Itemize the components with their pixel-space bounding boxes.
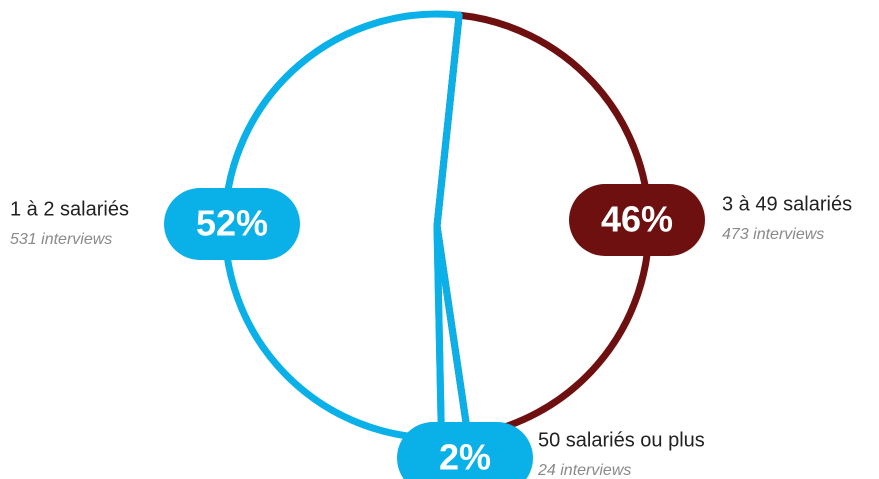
value-pill bbox=[569, 184, 705, 256]
interviews-label: 531 interviews bbox=[10, 231, 112, 248]
value-pill bbox=[397, 422, 533, 479]
interviews-label: 24 interviews bbox=[537, 462, 631, 479]
value-label: 2% bbox=[439, 437, 491, 478]
value-pill bbox=[164, 188, 300, 260]
value-label: 52% bbox=[196, 203, 268, 244]
category-label: 1 à 2 salariés bbox=[10, 198, 129, 220]
category-label: 3 à 49 salariés bbox=[722, 193, 852, 215]
interviews-label: 473 interviews bbox=[722, 226, 824, 243]
value-label: 46% bbox=[601, 199, 673, 240]
category-label: 50 salariés ou plus bbox=[538, 429, 705, 451]
